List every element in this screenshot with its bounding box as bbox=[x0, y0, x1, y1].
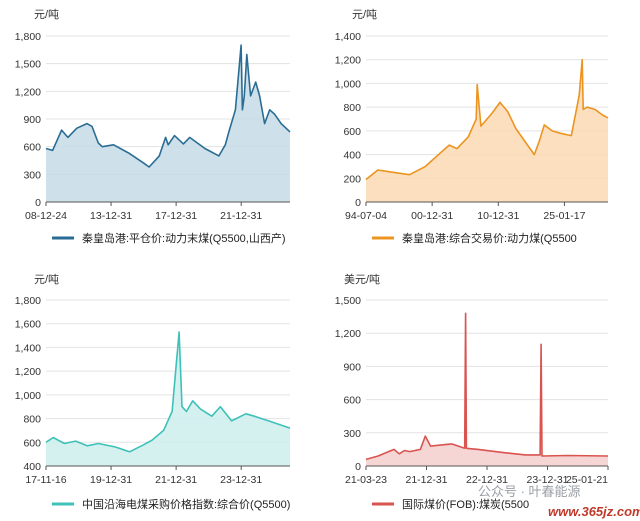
chart-panel-qhd-flat-price: 元/吨 0 300 600 900 1,200 1,500 1,800 08-12-24 13-1… bbox=[15, 8, 291, 245]
legend-label: 中国沿海电煤采购价格指数:综合价(Q5500) bbox=[82, 497, 290, 511]
y-tick-label: 0 bbox=[35, 197, 41, 209]
y-unit-label: 元/吨 bbox=[34, 273, 59, 286]
y-tick-label: 0 bbox=[355, 461, 361, 473]
y-unit-label: 元/吨 bbox=[34, 8, 59, 21]
x-tick-label: 21-12-31 bbox=[155, 474, 197, 486]
y-tick-label: 800 bbox=[343, 102, 361, 114]
x-tick-label: 19-12-31 bbox=[90, 474, 132, 486]
x-tick-label: 25-01-17 bbox=[543, 210, 585, 222]
y-tick-label: 0 bbox=[355, 197, 361, 209]
y-tick-label: 1,200 bbox=[335, 328, 361, 340]
series-area bbox=[366, 313, 608, 466]
x-tick-label: 23-12-31 bbox=[220, 474, 262, 486]
series-line bbox=[45, 331, 291, 453]
watermark-text: 公众号 · 叶春能源 bbox=[478, 484, 581, 499]
x-tick-label: 21-03-23 bbox=[345, 474, 387, 486]
y-tick-label: 1,200 bbox=[15, 86, 41, 98]
y-tick-label: 600 bbox=[23, 142, 41, 154]
series-line bbox=[365, 312, 609, 461]
x-tick-label: 94-07-04 bbox=[345, 210, 387, 222]
watermark-url: www.365jz.com bbox=[548, 504, 640, 519]
y-tick-label: 400 bbox=[343, 150, 361, 162]
y-unit-label: 美元/吨 bbox=[344, 273, 380, 286]
y-tick-label: 600 bbox=[23, 437, 41, 449]
y-tick-label: 900 bbox=[343, 361, 361, 373]
y-tick-label: 1,400 bbox=[335, 31, 361, 43]
x-tick-label: 21-12-31 bbox=[220, 210, 262, 222]
y-tick-label: 1,800 bbox=[15, 31, 41, 43]
y-tick-label: 1,200 bbox=[335, 55, 361, 67]
x-tick-label: 22-12-31 bbox=[466, 474, 508, 486]
legend-label: 秦皇岛港:综合交易价:动力煤(Q5500 bbox=[402, 231, 577, 245]
y-tick-label: 300 bbox=[343, 428, 361, 440]
y-tick-label: 400 bbox=[23, 461, 41, 473]
series-line bbox=[365, 58, 609, 181]
series-line bbox=[45, 44, 291, 168]
y-tick-label: 1,000 bbox=[335, 78, 361, 90]
y-tick-label: 300 bbox=[23, 169, 41, 181]
y-tick-label: 1,200 bbox=[15, 366, 41, 378]
watermark: 公众号 · 叶春能源 www.365jz.com bbox=[478, 484, 640, 519]
y-tick-label: 1,400 bbox=[15, 342, 41, 354]
y-tick-label: 800 bbox=[23, 414, 41, 426]
series-area bbox=[46, 332, 290, 466]
x-tick-label: 00-12-31 bbox=[411, 210, 453, 222]
x-tick-label: 13-12-31 bbox=[90, 210, 132, 222]
y-tick-label: 900 bbox=[23, 114, 41, 126]
y-tick-label: 600 bbox=[343, 395, 361, 407]
x-tick-label: 21-12-31 bbox=[405, 474, 447, 486]
series-area bbox=[46, 45, 290, 203]
chart-panel-international-fob: 美元/吨 0 300 600 900 1,200 1,500 21-03-23 21-12-31… bbox=[335, 273, 609, 511]
y-tick-label: 1,500 bbox=[15, 59, 41, 71]
y-tick-label: 200 bbox=[343, 173, 361, 185]
chart-panel-qhd-composite-price: 元/吨 0 200 400 600 800 1,000 1,200 1,400 94-07-04 0… bbox=[335, 8, 609, 245]
x-tick-label: 10-12-31 bbox=[477, 210, 519, 222]
x-tick-label: 17-12-31 bbox=[155, 210, 197, 222]
y-tick-label: 1,500 bbox=[335, 295, 361, 307]
x-tick-label: 25-01-21 bbox=[566, 474, 608, 486]
y-unit-label: 元/吨 bbox=[352, 8, 377, 21]
y-tick-label: 600 bbox=[343, 126, 361, 138]
x-tick-label: 08-12-24 bbox=[25, 210, 67, 222]
x-tick-label: 17-11-16 bbox=[25, 474, 66, 486]
y-tick-label: 1,600 bbox=[15, 319, 41, 331]
legend-label: 秦皇岛港:平仓价:动力末煤(Q5500,山西产) bbox=[82, 231, 286, 245]
y-tick-label: 1,800 bbox=[15, 295, 41, 307]
chart-panel-coastal-index: 元/吨 400 600 800 1,000 1,200 1,400 1,600 1,800 17-… bbox=[15, 273, 291, 511]
legend-label: 国际煤价(FOB):煤炭(5500 bbox=[402, 498, 529, 511]
x-tick-label: 23-12-31 bbox=[526, 474, 568, 486]
y-tick-label: 1,000 bbox=[15, 390, 41, 402]
